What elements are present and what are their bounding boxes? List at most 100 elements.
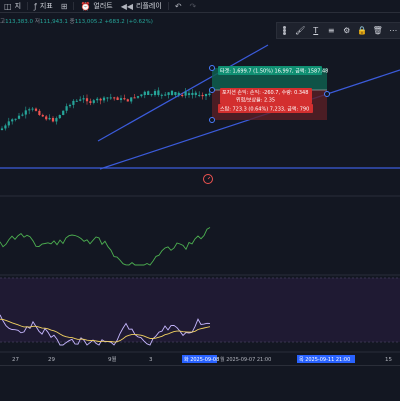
rsi-band xyxy=(0,278,400,342)
candle-body xyxy=(117,97,119,100)
candle-body xyxy=(134,97,136,98)
candle-body xyxy=(59,115,61,118)
pnl-label: 포지션 손익: 손익: -260.7, 수량: 0.348 xyxy=(222,89,308,96)
x-tick-label: 29 xyxy=(48,357,55,363)
line-style-icon: ≡ xyxy=(328,26,335,35)
more-icon: ⋯ xyxy=(389,26,397,35)
x-tick-label: 9월 xyxy=(108,355,117,363)
lock-icon: 🔒 xyxy=(357,26,367,35)
candle-body xyxy=(164,95,166,96)
drag-dots-icon xyxy=(283,29,286,32)
candle-body xyxy=(45,116,47,119)
candle-body xyxy=(1,128,3,130)
candle-body xyxy=(25,110,27,114)
brush-button[interactable]: 🖌 xyxy=(293,23,309,38)
candle-body xyxy=(66,106,68,111)
candle-body xyxy=(38,111,40,115)
x-tick-label: 3 xyxy=(149,357,153,363)
candle-body xyxy=(55,118,57,121)
candle-body xyxy=(130,97,132,101)
candle-body xyxy=(100,99,102,101)
handle-icon[interactable] xyxy=(210,66,215,71)
candle-body xyxy=(83,98,85,99)
candle-body xyxy=(195,93,197,95)
brush-icon: 🖌 xyxy=(295,26,305,35)
x-highlight-mid-label: 월 2025-09-07 21:00 xyxy=(220,356,271,363)
candle-body xyxy=(86,98,88,101)
candle-body xyxy=(113,97,115,98)
candle-body xyxy=(174,92,176,95)
candle-body xyxy=(76,101,78,102)
handle-icon[interactable] xyxy=(210,118,215,123)
drag-handle[interactable] xyxy=(277,23,293,38)
candle-body xyxy=(89,101,91,103)
more-button[interactable]: ⋯ xyxy=(386,23,400,38)
handle-icon[interactable] xyxy=(210,88,215,93)
candle-body xyxy=(93,100,95,103)
gear-icon: ⚙ xyxy=(343,26,350,35)
x-highlight-end-label: 목 2025-09-11 21:00 xyxy=(299,357,350,363)
candle-body xyxy=(35,109,37,111)
candle-body xyxy=(15,119,17,120)
delete-button[interactable]: 🗑 xyxy=(370,23,386,38)
drawing-toolbar: 🖌 T ≡ ⚙ 🔒 🗑 ⋯ xyxy=(276,22,400,39)
lock-button[interactable]: 🔒 xyxy=(355,23,371,38)
candle-body xyxy=(18,116,20,119)
candle-body xyxy=(154,91,156,95)
candle-body xyxy=(120,98,122,100)
x-highlight-start-label: 화 2025-09-08 xyxy=(184,357,219,363)
candle-body xyxy=(140,94,142,96)
candle-body xyxy=(181,95,183,96)
candle-body xyxy=(28,109,30,110)
candle-body xyxy=(72,101,74,105)
x-tick-label: 27 xyxy=(12,357,19,363)
candle-body xyxy=(208,94,210,95)
target-label: 타겟: 1,699.7 (1.50%) 16,997, 금액: 1587.48 xyxy=(220,68,328,75)
candlestick-series[interactable] xyxy=(1,87,211,130)
candle-body xyxy=(52,118,54,122)
clock-hand xyxy=(208,177,210,179)
handle-icon[interactable] xyxy=(325,92,330,97)
candle-body xyxy=(157,90,159,95)
oscillator-line xyxy=(0,228,210,266)
bottom-panel xyxy=(0,365,400,401)
candle-body xyxy=(185,92,187,96)
candle-body xyxy=(123,98,125,99)
candle-body xyxy=(205,94,207,96)
candle-body xyxy=(178,93,180,95)
line-style-button[interactable]: ≡ xyxy=(324,23,340,38)
candle-body xyxy=(42,115,44,116)
ratio-label: 위험/보상율: 2.35 xyxy=(236,97,275,104)
candle-body xyxy=(171,91,173,95)
candle-body xyxy=(21,115,23,116)
candle-body xyxy=(151,94,153,95)
candle-body xyxy=(147,91,149,95)
candle-body xyxy=(127,99,129,101)
candle-body xyxy=(62,111,64,115)
candle-body xyxy=(4,125,6,128)
candle-body xyxy=(11,119,13,121)
candle-body xyxy=(8,121,10,125)
candle-body xyxy=(103,98,105,101)
stop-label: 스탑: 723.3 (0.64%) 7,233, 금액: 790 xyxy=(220,106,309,113)
candle-body xyxy=(198,95,200,96)
candle-body xyxy=(202,95,204,96)
candle-body xyxy=(144,92,146,95)
x-tick-label: 15 xyxy=(385,357,392,363)
candle-body xyxy=(191,93,193,95)
settings-button[interactable]: ⚙ xyxy=(339,23,355,38)
candle-body xyxy=(69,105,71,106)
candle-body xyxy=(110,97,112,98)
candle-body xyxy=(161,95,163,96)
candle-body xyxy=(106,97,108,98)
candle-body xyxy=(168,92,170,95)
candle-body xyxy=(49,118,51,119)
text-button[interactable]: T xyxy=(308,23,324,38)
candle-body xyxy=(96,99,98,101)
candle-body xyxy=(79,99,81,100)
trash-icon: 🗑 xyxy=(373,26,383,35)
candle-body xyxy=(137,96,139,98)
candle-body xyxy=(32,109,34,110)
text-icon: T xyxy=(313,26,318,35)
